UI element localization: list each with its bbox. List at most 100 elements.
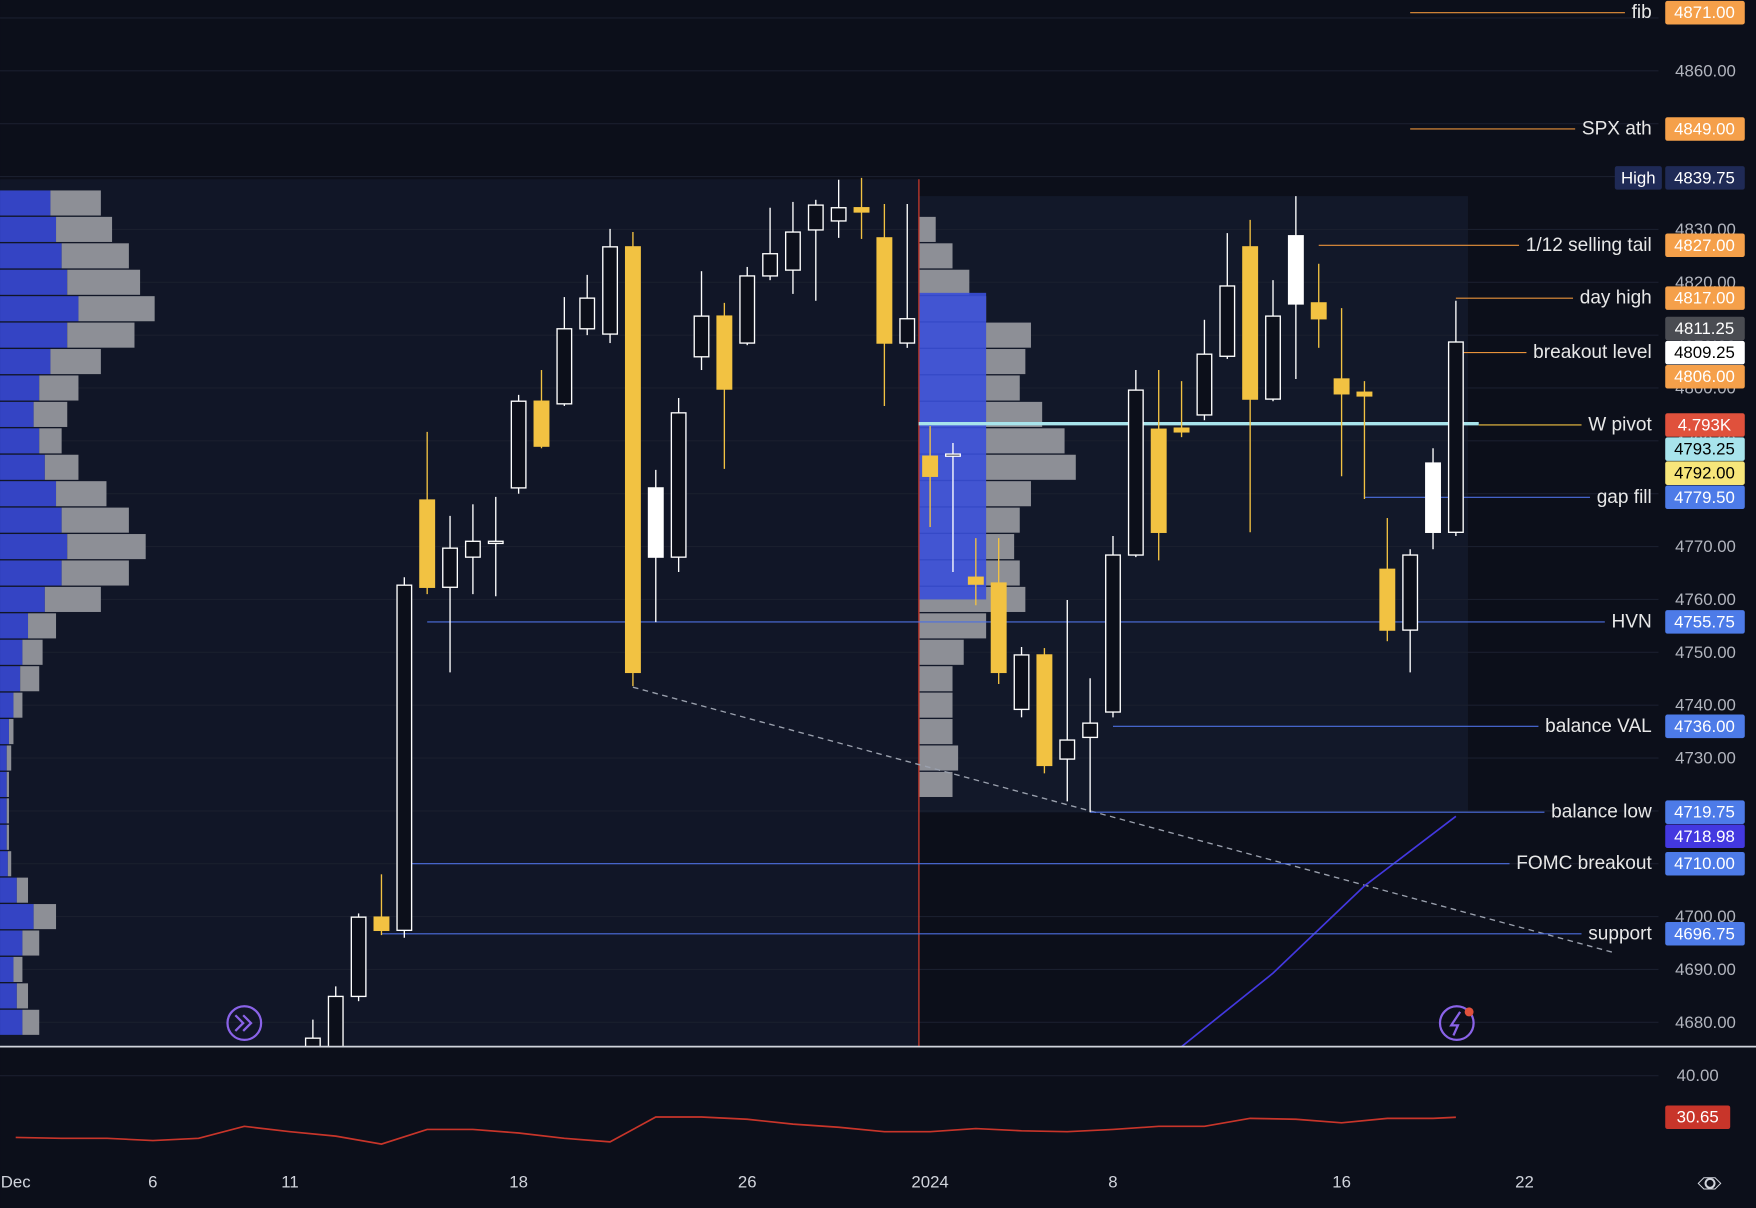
price-box-label: 4811.25 xyxy=(1675,319,1734,338)
x-tick-label: 16 xyxy=(1332,1173,1351,1192)
profile-bar xyxy=(0,877,17,903)
candle-body xyxy=(602,246,619,335)
alert-icon[interactable] xyxy=(1438,1005,1475,1042)
x-tick-label: 22 xyxy=(1515,1173,1534,1192)
price-box-label: 4710.00 xyxy=(1674,854,1735,873)
level-lines xyxy=(381,12,1625,1047)
price-box-label: 4718.98 xyxy=(1674,827,1735,846)
profile-bar xyxy=(78,296,155,322)
candle-body xyxy=(1425,462,1441,533)
profile-bar xyxy=(33,401,68,427)
candle-body xyxy=(1196,353,1213,416)
candle-body xyxy=(830,207,847,222)
candle-body xyxy=(1402,554,1419,631)
indicator-pane: 40.00 30.65 xyxy=(0,1066,1731,1145)
profile-bar xyxy=(918,692,953,718)
candle-body xyxy=(1447,341,1464,533)
candle-body xyxy=(487,540,504,545)
price-box xyxy=(1665,800,1745,824)
x-tick-label: 18 xyxy=(509,1173,528,1192)
y-tick-label: 4690.00 xyxy=(1675,960,1736,979)
settings-icon[interactable] xyxy=(1697,1177,1722,1190)
profile-bar xyxy=(0,322,68,348)
price-box-label: 4827.00 xyxy=(1674,236,1735,255)
level-name: fib xyxy=(1632,2,1652,23)
profile-bar xyxy=(0,560,62,586)
grid xyxy=(0,17,1659,1023)
profile-bar xyxy=(6,798,9,824)
candle-body xyxy=(784,231,801,271)
price-box xyxy=(1665,286,1745,310)
price-box xyxy=(1665,922,1745,946)
price-box-label: 4.793K xyxy=(1678,415,1732,434)
level-name: balance low xyxy=(1551,802,1652,823)
price-box-label: 4871.00 xyxy=(1674,3,1735,22)
profile-bar xyxy=(0,401,34,427)
profile-bar xyxy=(67,269,141,295)
level-name: day high xyxy=(1580,288,1652,309)
price-box-label: 4839.75 xyxy=(1674,168,1735,187)
price-box xyxy=(1665,413,1745,437)
profile-bar xyxy=(16,983,29,1009)
candle-body xyxy=(945,453,961,457)
level-name: 1/12 selling tail xyxy=(1526,235,1652,256)
candle-body xyxy=(990,582,1007,674)
profile-bar xyxy=(28,613,57,639)
profile-bar xyxy=(39,428,62,454)
price-box xyxy=(1665,1105,1731,1130)
profile-bar xyxy=(61,560,129,586)
profile-bar xyxy=(22,930,40,956)
level-name: gap fill xyxy=(1597,487,1652,508)
level-name: W pivot xyxy=(1588,414,1652,435)
profile-bar xyxy=(918,771,953,797)
profile-bar xyxy=(0,454,45,480)
price-box-label: 4719.75 xyxy=(1674,803,1735,822)
profile-bar xyxy=(0,375,40,401)
x-tick-label: Dec xyxy=(1,1173,31,1192)
candle-body xyxy=(1265,315,1281,400)
candle-body xyxy=(419,499,436,588)
profile-bar xyxy=(0,983,17,1009)
y-tick-label: 4750.00 xyxy=(1675,643,1736,662)
profile-bar xyxy=(918,216,936,242)
vwap-line xyxy=(1181,815,1457,1047)
candle-body xyxy=(762,253,779,277)
level-name: support xyxy=(1588,923,1652,944)
name-box xyxy=(1614,166,1662,190)
y-tick-label: 4700.00 xyxy=(1675,907,1736,926)
profile-bar xyxy=(0,216,57,242)
replay-icon[interactable] xyxy=(226,1005,263,1042)
profile-bar xyxy=(0,719,9,745)
candle-body xyxy=(922,455,939,477)
y-tick-label: 4730.00 xyxy=(1675,749,1736,768)
profile-bar xyxy=(0,692,14,718)
price-box-label: 4849.00 xyxy=(1674,119,1735,138)
candle-body xyxy=(533,400,550,447)
candles xyxy=(304,177,1464,1047)
profile-bar xyxy=(918,666,953,692)
profile-bar xyxy=(44,454,79,480)
profile-bar xyxy=(0,243,62,269)
profile-bar xyxy=(918,639,964,665)
trendline xyxy=(632,686,1614,954)
profile-bar xyxy=(918,613,987,639)
profile-bar xyxy=(0,771,7,797)
price-box-label: 4817.00 xyxy=(1674,289,1735,308)
profile-bar xyxy=(0,534,68,560)
profile-bar xyxy=(0,428,40,454)
profile-bar xyxy=(6,824,9,850)
profile-bar xyxy=(13,956,23,983)
price-box xyxy=(1665,437,1745,461)
price-box xyxy=(1665,233,1745,258)
price-box-label: 4793.25 xyxy=(1674,440,1735,459)
profile-bar xyxy=(0,745,7,771)
profile-bar xyxy=(67,534,146,560)
profile-bar xyxy=(0,586,45,612)
candle-body xyxy=(1127,389,1144,556)
price-box-label: 4755.75 xyxy=(1674,612,1735,631)
price-box xyxy=(1665,824,1745,849)
y-tick-label: 4680.00 xyxy=(1675,1013,1736,1032)
candle-body xyxy=(1059,739,1076,760)
